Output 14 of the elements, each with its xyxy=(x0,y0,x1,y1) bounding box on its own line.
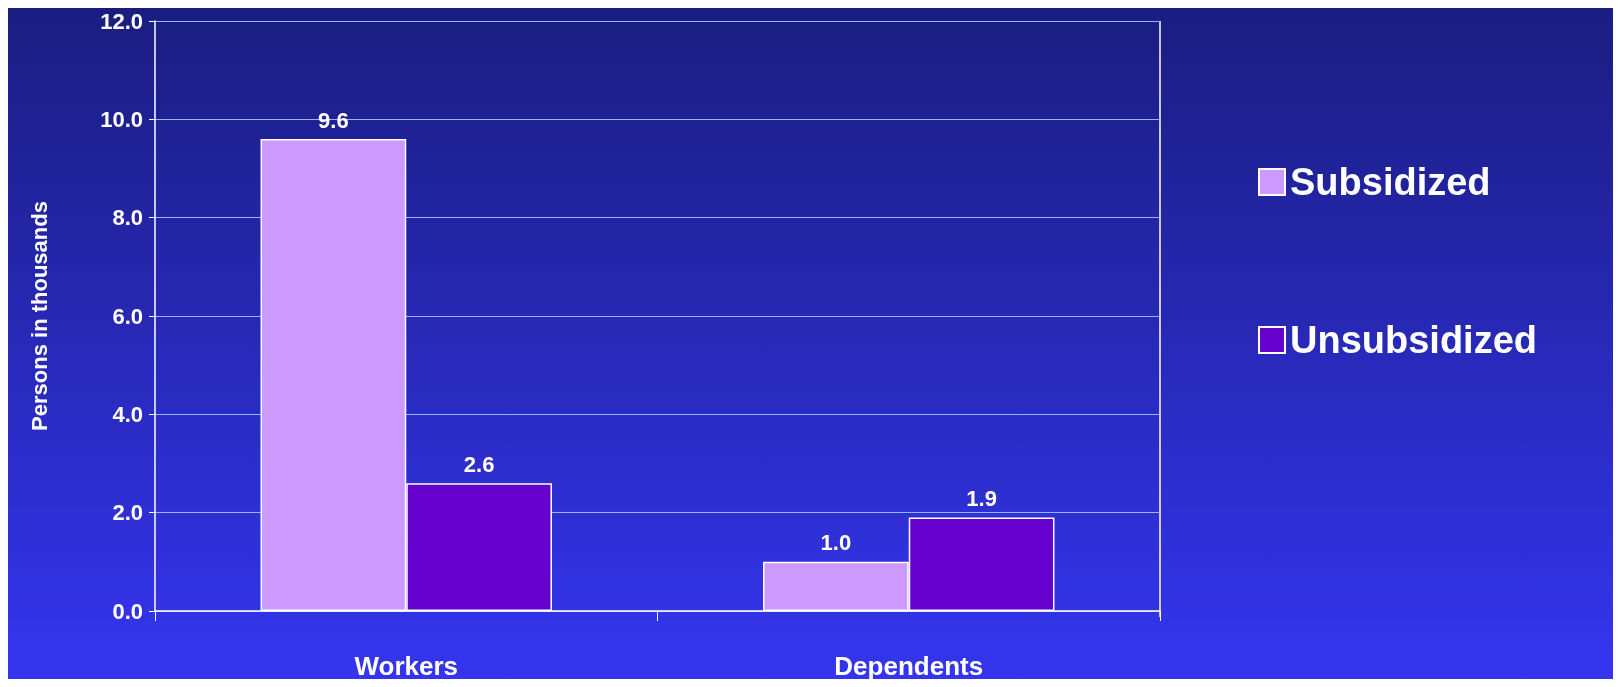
data-label: 2.6 xyxy=(463,451,495,477)
y-tick-label: 0.0 xyxy=(112,598,143,624)
y-tick-label: 8.0 xyxy=(112,205,143,231)
data-label: 1.9 xyxy=(966,486,997,512)
x-tick-label: Workers xyxy=(354,651,459,681)
y-tick-label: 2.0 xyxy=(112,500,143,526)
data-label: 1.0 xyxy=(820,530,852,556)
y-axis-title: Persons in thousands xyxy=(26,201,52,431)
y-tick-label: 10.0 xyxy=(100,106,143,132)
y-tick-label: 12.0 xyxy=(100,8,143,34)
legend-label: Unsubsidized xyxy=(1290,319,1538,361)
y-tick-label: 6.0 xyxy=(112,303,143,329)
y-tick-label: 4.0 xyxy=(112,401,143,427)
legend-label: Subsidized xyxy=(1290,161,1491,203)
